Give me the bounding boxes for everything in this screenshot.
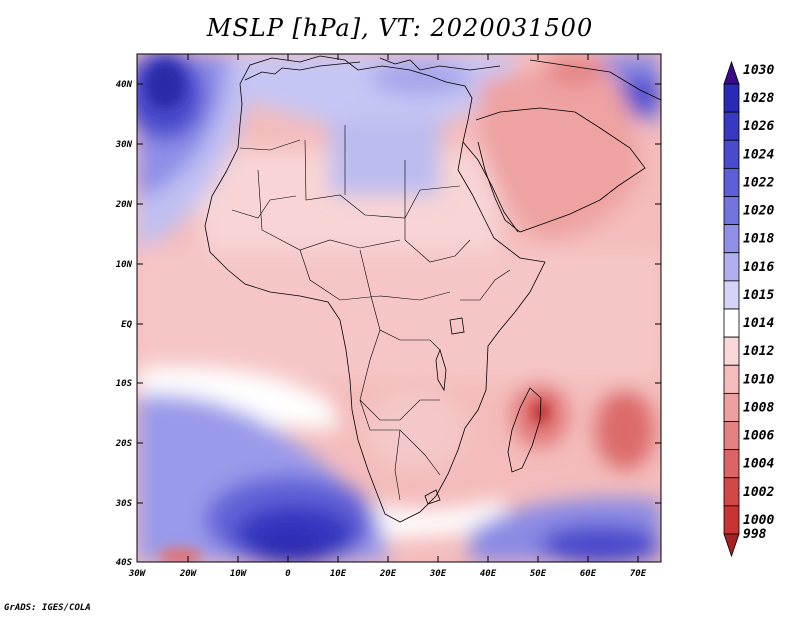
colorbar-label: 1030: [743, 63, 774, 78]
coastlines: [204, 55, 661, 523]
colorbar-label: 1018: [743, 232, 774, 247]
lat-ticks: [137, 83, 661, 504]
lon-label-10e: 10E: [330, 569, 347, 579]
lat-label-20n: 20N: [115, 200, 133, 210]
lat-label-40s: 40S: [116, 558, 133, 568]
colorbar-box: [723, 364, 740, 394]
colorbar-box: [723, 196, 740, 226]
colorbar-label: 1014: [743, 316, 774, 331]
colorbar-label: 1026: [743, 119, 774, 134]
colorbar-box: [723, 280, 740, 310]
colorbar: 1030 1028 1026 1024 1022 1020 1018 1016 1015 1014…: [723, 60, 774, 558]
lon-label-30w: 30W: [128, 569, 147, 579]
grads-credit: GrADS: IGES/COLA: [4, 603, 91, 613]
colorbar-box: [723, 477, 740, 507]
colorbar-label: 1016: [743, 260, 774, 275]
lon-ticks: [187, 54, 639, 562]
colorbar-box: [723, 505, 740, 535]
lon-label-50e: 50E: [530, 569, 547, 579]
colorbar-box: [723, 111, 740, 141]
lon-label-0: 0: [285, 569, 291, 579]
colorbar-label: 1010: [743, 372, 774, 387]
colorbar-label: 1004: [743, 457, 774, 472]
lon-label-20w: 20W: [179, 569, 198, 579]
lat-label-10n: 10N: [116, 260, 133, 270]
lon-label-10w: 10W: [230, 569, 248, 579]
colorbar-box: [723, 421, 740, 451]
colorbar-label: 1008: [743, 400, 774, 415]
pressure-field: [137, 54, 661, 562]
colorbar-box: [723, 224, 740, 254]
colorbar-label: 1006: [743, 429, 774, 444]
colorbar-box: [723, 139, 740, 169]
colorbar-label: 1020: [743, 204, 774, 219]
colorbar-box: [723, 308, 740, 338]
colorbar-box: [723, 252, 740, 282]
map-frame: [136, 53, 662, 563]
lon-label-30e: 30E: [429, 569, 447, 579]
lon-label-70e: 70E: [630, 569, 647, 579]
map-title: MSLP [hPa], VT: 2020031500: [206, 14, 594, 42]
colorbar-label: 998: [743, 527, 767, 542]
colorbar-box: [723, 83, 740, 113]
colorbar-bottom-arrow: [723, 533, 740, 558]
colorbar-label: 1015: [743, 288, 774, 303]
colorbar-top-arrow: [723, 60, 740, 85]
colorbar-label: 1012: [743, 344, 774, 359]
lat-label-10s: 10S: [116, 379, 133, 389]
colorbar-box: [723, 392, 740, 422]
colorbar-label: 1028: [743, 91, 774, 106]
country-borders: [231, 125, 511, 501]
lon-label-40e: 40E: [480, 569, 497, 579]
colorbar-label: 1000: [743, 513, 774, 528]
colorbar-label: 1022: [743, 175, 774, 190]
colorbar-box: [723, 167, 740, 197]
colorbar-box: [723, 449, 740, 479]
lon-label-60e: 60E: [580, 569, 597, 579]
lat-label-30s: 30S: [115, 499, 133, 509]
colorbar-label: 1002: [743, 485, 774, 500]
colorbar-label: 1024: [743, 147, 774, 162]
lat-label-eq: EQ: [121, 320, 132, 330]
colorbar-box: [723, 336, 740, 366]
lon-label-20e: 20E: [379, 569, 397, 579]
lat-label-30n: 30N: [115, 140, 133, 150]
lat-label-40n: 40N: [116, 80, 133, 90]
lat-label-20s: 20S: [115, 439, 133, 449]
